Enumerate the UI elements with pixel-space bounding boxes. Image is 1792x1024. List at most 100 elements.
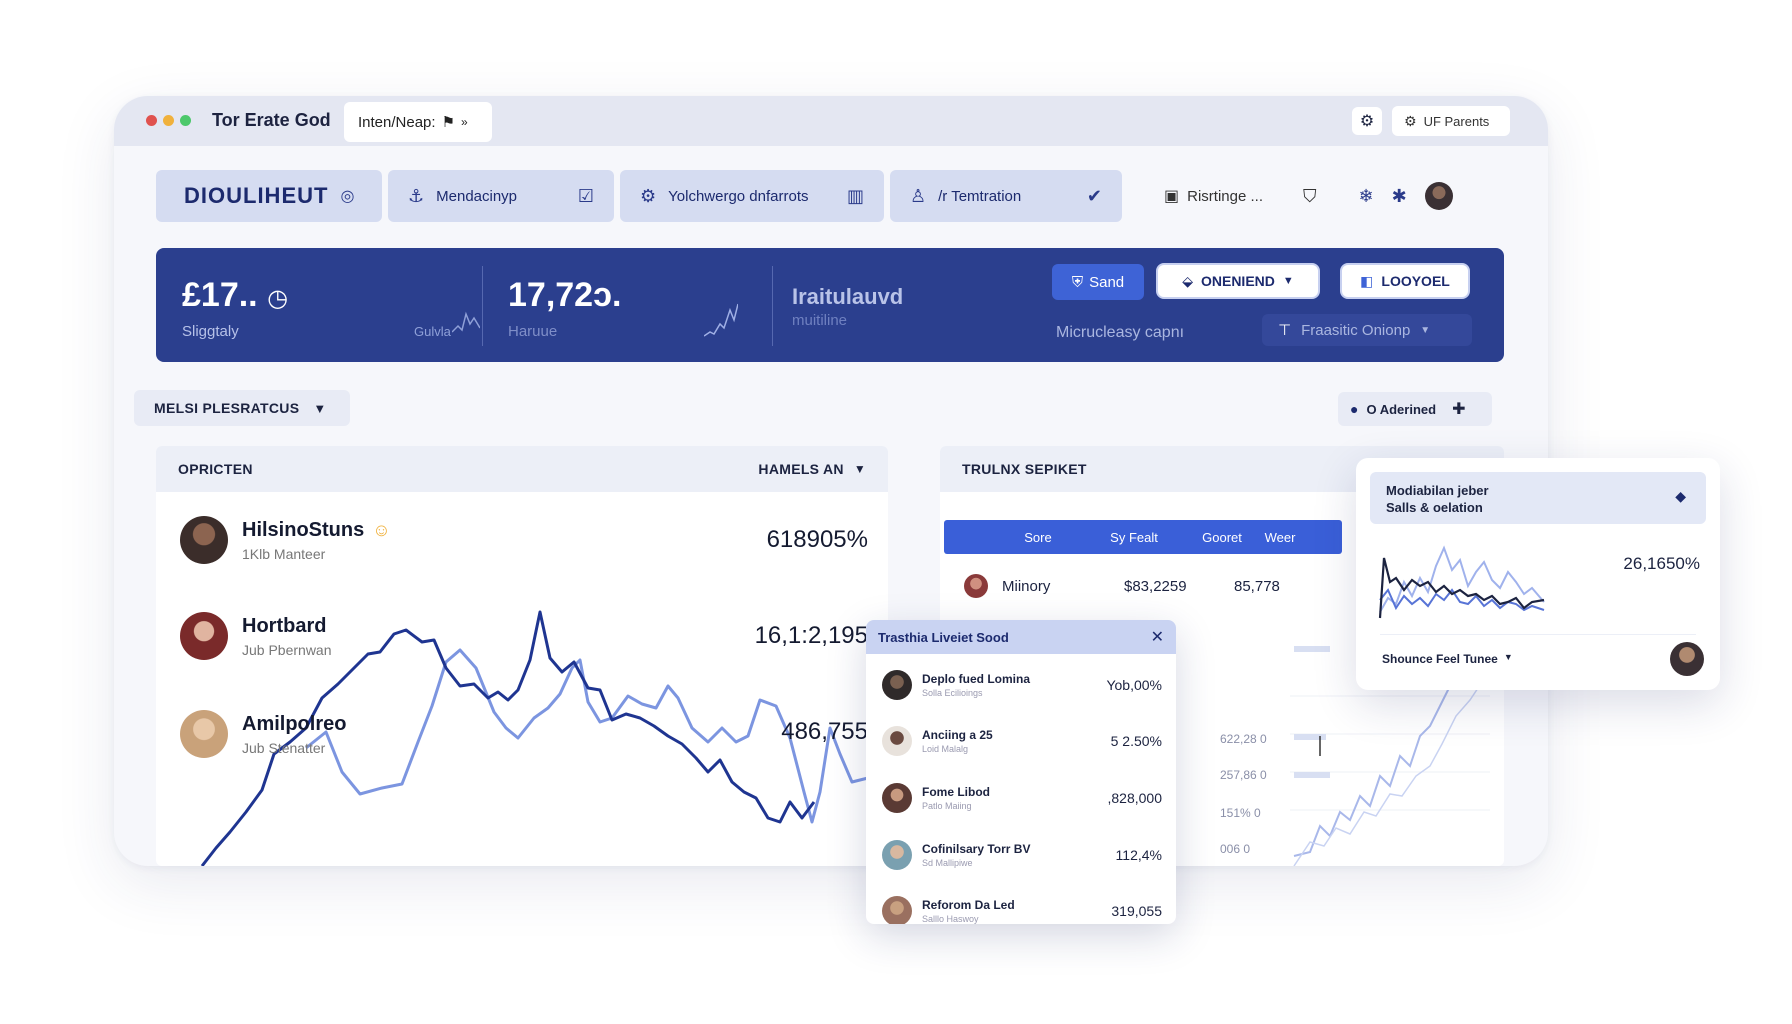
nav-item-2[interactable]: ⚙ Yolchwergo dnfarrots ▥ <box>620 170 884 222</box>
option-select[interactable]: ⊤ Fraasitic Onionp ▼ <box>1262 314 1472 346</box>
brand-label: DIOULIHEUT <box>184 183 329 208</box>
axis-label: 257,86 0 <box>1220 768 1267 782</box>
stat-1-spark-label: Gulvla <box>414 324 451 339</box>
table-row[interactable]: Miinory $83,2259 85,778 <box>964 574 1280 598</box>
nav-item-3-label: /r Temtration <box>938 187 1022 205</box>
col-header[interactable]: Gooret <box>1202 529 1242 545</box>
avatar[interactable] <box>1670 642 1704 676</box>
avatar <box>882 783 912 813</box>
lock-button-label: LOOYOEL <box>1381 273 1450 289</box>
banner-subtitle: Micrucleasy capnı <box>1056 324 1185 341</box>
lock-button[interactable]: ◧ LOOYOEL <box>1340 263 1470 299</box>
avatar <box>882 726 912 756</box>
target-icon: ◎ <box>340 188 356 205</box>
col-header[interactable]: Weer <box>1264 529 1296 545</box>
title-bar: Tor Erate God Inten/Neap: ⚑ » ⚙ ⚙ UF Par… <box>114 96 1548 146</box>
avatar <box>180 612 228 660</box>
maximize-dot[interactable] <box>180 115 191 126</box>
item-sub: Sd Mallipiwe <box>922 858 973 868</box>
person-role: Jub Pbernwan <box>242 641 332 658</box>
sort-dropdown[interactable]: HAMELS AN ▼ <box>758 461 866 477</box>
float-title-2: Salls & oelation <box>1386 500 1483 515</box>
person-row[interactable]: HilsinoStuns ☺ 1Klb Manteer <box>180 516 391 564</box>
market-line-2 <box>1293 675 1487 866</box>
list-item[interactable]: Reforom Da Led Salllo Haswoy 319,055 <box>882 896 1162 924</box>
browser-tab[interactable]: Inten/Neap: ⚑ » <box>344 102 492 142</box>
footer-label: Shounce Feel Tunee <box>1382 652 1498 666</box>
axis-label: 622,28 0 <box>1220 732 1267 746</box>
popup-title: Trasthia Liveiet Sood <box>878 629 1009 645</box>
dropdown-button[interactable]: ⬙ ONENIEND ▼ <box>1156 263 1320 299</box>
list-item[interactable]: Cofinilsary Torr BV Sd Mallipiwe 112,4% <box>882 840 1162 870</box>
list-item[interactable]: Deplo fued Lomina Solla Ecilioings Yob,00… <box>882 670 1162 700</box>
stat-1-value: £17.. <box>182 276 258 314</box>
dropdown-button-label: ONENIEND <box>1200 273 1275 289</box>
close-icon[interactable]: ✕ <box>1150 629 1164 646</box>
stats-banner: £17.. ◷ Sliggtaly Gulvla 17,72ↄ. Haruue … <box>156 248 1504 362</box>
chevron-down-icon: ▼ <box>1282 275 1294 287</box>
added-filter[interactable]: ● O Aderined ✚ <box>1338 392 1492 426</box>
presets-label: MELSI PLESRATCUS <box>154 400 300 416</box>
nav-item-3[interactable]: ♙ /r Temtration ✔ <box>890 170 1122 222</box>
row-col2: $83,2259 <box>1124 577 1187 595</box>
search-label[interactable]: Risrtinge ... <box>1187 187 1263 205</box>
close-dot[interactable] <box>146 115 157 126</box>
person-role: Jub Stenatter <box>242 739 326 756</box>
snowflake-icon[interactable]: ❄ <box>1358 185 1374 206</box>
item-sub: Patlo Maiing <box>922 801 972 811</box>
avatar <box>882 840 912 870</box>
nav-item-2-label: Yolchwergo dnfarrots <box>668 187 809 205</box>
check-icon: ✔ <box>1086 185 1102 206</box>
user-avatar[interactable] <box>1424 182 1453 210</box>
col-header[interactable]: Sore <box>1024 529 1052 545</box>
stat-2-label: Haruue <box>508 323 558 340</box>
person-row[interactable]: Amilpolreo Jub Stenatter <box>180 710 346 758</box>
row-col3: 85,778 <box>1234 577 1280 595</box>
stat-3: Iraitulauvd muitiline <box>792 284 903 329</box>
person-value: 618905% <box>766 526 868 553</box>
settings-button[interactable]: ⚙ <box>1352 107 1382 135</box>
star-icon[interactable]: ✱ <box>1391 185 1407 206</box>
smile-icon: ☺ <box>372 519 391 540</box>
chart-line-dark <box>200 610 816 866</box>
list-item[interactable]: Fome Libod Patlo Maiing ,828,000 <box>882 783 1162 813</box>
minimize-dot[interactable] <box>163 115 174 126</box>
app-title: Tor Erate God <box>212 110 331 130</box>
list-item[interactable]: Anciing a 25 Loid Malalg 5 2.50% <box>882 726 1162 756</box>
sand-button[interactable]: ⛨ Sand <box>1052 264 1144 300</box>
stat-3-label: muitiline <box>792 312 848 329</box>
gear-small-icon: ⚙ <box>1404 112 1417 129</box>
nav-item-1[interactable]: ⚓ Mendacinyp ☑ <box>388 170 614 222</box>
option-select-label: Fraasitic Onionp <box>1301 321 1411 339</box>
item-sub: Solla Ecilioings <box>922 688 983 698</box>
float-card-footer[interactable]: Shounce Feel Tunee ▼ <box>1382 652 1513 666</box>
avatar <box>882 670 912 700</box>
location-pin-icon: ⬙ <box>1182 272 1193 289</box>
nav-brand[interactable]: DIOULIHEUT ◎ <box>156 170 382 222</box>
item-name: Anciing a 25 <box>922 728 993 742</box>
floating-stat-card: Modiabilan jeber Salls & oelation ◆ 26,1… <box>1356 458 1720 690</box>
person-row[interactable]: Hortbard Jub Pbernwan <box>180 612 332 660</box>
divider <box>772 266 773 346</box>
list-popup: Trasthia Liveiet Sood ✕ Deplo fued Lomin… <box>866 620 1176 924</box>
market-table-header: Sore Sy Fealt Gooret Weer <box>944 520 1342 554</box>
parents-button[interactable]: ⚙ UF Parents <box>1392 106 1510 136</box>
sort-label: HAMELS AN <box>758 461 844 477</box>
col-header[interactable]: Sy Fealt <box>1110 529 1158 545</box>
people-card-title: OPRICTEN <box>178 461 253 477</box>
popup-header: Trasthia Liveiet Sood ✕ <box>866 620 1176 654</box>
nav-right-tools: ▣ Risrtinge ... ⛉ ❄ ✱ <box>1164 170 1453 222</box>
people-card: OPRICTEN HAMELS AN ▼ HilsinoStuns ☺ 1Klb… <box>156 446 888 866</box>
item-value: ,828,000 <box>1107 790 1163 806</box>
people-card-header: OPRICTEN HAMELS AN ▼ <box>156 446 888 492</box>
presets-dropdown[interactable]: MELSI PLESRATCUS ▼ <box>134 390 350 426</box>
shield-icon[interactable]: ⛉ <box>1302 185 1317 206</box>
diamond-icon[interactable]: ◆ <box>1675 488 1686 504</box>
float-card-header: Modiabilan jeber Salls & oelation ◆ <box>1370 472 1706 524</box>
anchor-icon: ⚓ <box>408 185 425 206</box>
plus-icon[interactable]: ✚ <box>1452 401 1466 418</box>
float-title-1: Modiabilan jeber <box>1386 483 1489 498</box>
row-name: Miinory <box>1002 577 1051 595</box>
bar-mark <box>1294 772 1330 778</box>
bar-mark <box>1294 646 1330 652</box>
